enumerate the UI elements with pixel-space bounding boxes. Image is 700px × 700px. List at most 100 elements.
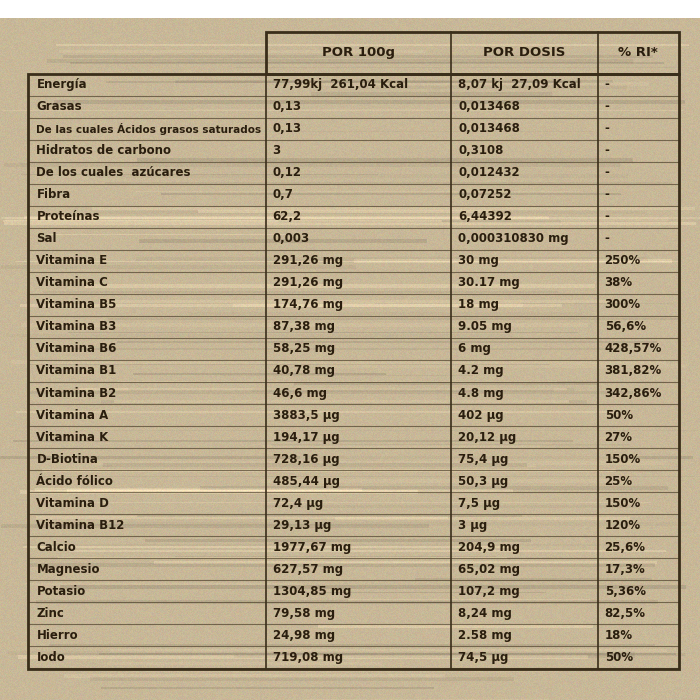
Text: Vitamina B1: Vitamina B1	[36, 365, 117, 377]
Text: Zinc: Zinc	[36, 607, 64, 620]
Text: 342,86%: 342,86%	[605, 386, 662, 400]
Text: Ácido fólico: Ácido fólico	[36, 475, 113, 488]
Text: 627,57 mg: 627,57 mg	[272, 563, 343, 576]
Text: 8,24 mg: 8,24 mg	[458, 607, 512, 620]
Text: 485,44 µg: 485,44 µg	[272, 475, 340, 488]
Text: 150%: 150%	[605, 453, 641, 466]
Text: Vitamina E: Vitamina E	[36, 254, 108, 267]
Text: 381,82%: 381,82%	[605, 365, 662, 377]
Text: 291,26 mg: 291,26 mg	[272, 276, 343, 289]
Text: 17,3%: 17,3%	[605, 563, 645, 576]
Text: 6 mg: 6 mg	[458, 342, 491, 356]
Text: 0,7: 0,7	[272, 188, 293, 201]
Text: Fibra: Fibra	[36, 188, 71, 201]
Text: 50%: 50%	[605, 409, 633, 421]
Text: -: -	[605, 144, 610, 157]
Text: 0,13: 0,13	[272, 122, 302, 135]
Text: 50,3 µg: 50,3 µg	[458, 475, 508, 488]
Text: 82,5%: 82,5%	[605, 607, 645, 620]
Text: Energía: Energía	[36, 78, 87, 91]
Text: 3 µg: 3 µg	[458, 519, 487, 532]
Text: 29,13 µg: 29,13 µg	[272, 519, 331, 532]
Text: 0,012432: 0,012432	[458, 166, 520, 179]
Text: -: -	[605, 166, 610, 179]
Text: 2.58 mg: 2.58 mg	[458, 629, 512, 642]
Text: 8,07 kj  27,09 Kcal: 8,07 kj 27,09 Kcal	[458, 78, 581, 91]
Text: De las cuales Ácidos grasos saturados: De las cuales Ácidos grasos saturados	[36, 122, 262, 134]
Text: Hidratos de carbono: Hidratos de carbono	[36, 144, 172, 157]
Text: 194,17 µg: 194,17 µg	[272, 430, 340, 444]
Text: 65,02 mg: 65,02 mg	[458, 563, 520, 576]
Text: Vitamina B5: Vitamina B5	[36, 298, 117, 312]
Text: 4.8 mg: 4.8 mg	[458, 386, 504, 400]
Text: Vitamina K: Vitamina K	[36, 430, 108, 444]
Text: 0,12: 0,12	[272, 166, 302, 179]
Text: 0,013468: 0,013468	[458, 100, 520, 113]
Bar	[28, 74, 679, 668]
Text: -: -	[605, 122, 610, 135]
Text: -: -	[605, 188, 610, 201]
Text: 79,58 mg: 79,58 mg	[272, 607, 335, 620]
Text: Potasio: Potasio	[36, 585, 85, 598]
Text: Iodo: Iodo	[36, 651, 65, 664]
Text: -: -	[605, 232, 610, 245]
Text: 56,6%: 56,6%	[605, 321, 645, 333]
Text: 291,26 mg: 291,26 mg	[272, 254, 343, 267]
Bar	[265, 32, 679, 74]
Text: 40,78 mg: 40,78 mg	[272, 365, 335, 377]
Text: 0,13: 0,13	[272, 100, 302, 113]
Text: 3883,5 µg: 3883,5 µg	[272, 409, 340, 421]
Text: 4.2 mg: 4.2 mg	[458, 365, 504, 377]
Text: 25%: 25%	[605, 475, 633, 488]
Text: Vitamina B2: Vitamina B2	[36, 386, 117, 400]
Text: 20,12 µg: 20,12 µg	[458, 430, 517, 444]
Text: 204,9 mg: 204,9 mg	[458, 541, 520, 554]
Text: Vitamina C: Vitamina C	[36, 276, 108, 289]
Text: Proteínas: Proteínas	[36, 210, 100, 223]
Text: 74,5 µg: 74,5 µg	[458, 651, 508, 664]
Text: 728,16 µg: 728,16 µg	[272, 453, 340, 466]
Text: 72,4 µg: 72,4 µg	[272, 497, 323, 510]
Text: POR DOSIS: POR DOSIS	[483, 46, 566, 59]
Text: D-Biotina: D-Biotina	[36, 453, 98, 466]
Text: Grasas: Grasas	[36, 100, 82, 113]
Text: -: -	[605, 100, 610, 113]
Text: Vitamina B6: Vitamina B6	[36, 342, 117, 356]
Text: 62,2: 62,2	[272, 210, 302, 223]
Text: Sal: Sal	[36, 232, 57, 245]
Text: 6,44392: 6,44392	[458, 210, 512, 223]
Text: 9.05 mg: 9.05 mg	[458, 321, 512, 333]
Text: 5,36%: 5,36%	[605, 585, 645, 598]
Text: 150%: 150%	[605, 497, 641, 510]
Text: 58,25 mg: 58,25 mg	[272, 342, 335, 356]
Text: 174,76 mg: 174,76 mg	[272, 298, 343, 312]
Text: 24,98 mg: 24,98 mg	[272, 629, 335, 642]
Text: 3: 3	[272, 144, 281, 157]
Text: Vitamina B12: Vitamina B12	[36, 519, 125, 532]
Text: 428,57%: 428,57%	[605, 342, 662, 356]
Text: 87,38 mg: 87,38 mg	[272, 321, 335, 333]
Text: De los cuales  azúcares: De los cuales azúcares	[36, 166, 191, 179]
Text: Vitamina D: Vitamina D	[36, 497, 109, 510]
Text: Magnesio: Magnesio	[36, 563, 100, 576]
Text: 18%: 18%	[605, 629, 633, 642]
Text: POR 100g: POR 100g	[322, 46, 395, 59]
Text: 0,003: 0,003	[272, 232, 309, 245]
Text: 27%: 27%	[605, 430, 633, 444]
Text: % RI*: % RI*	[618, 46, 658, 59]
Text: 7,5 µg: 7,5 µg	[458, 497, 500, 510]
Text: 1977,67 mg: 1977,67 mg	[272, 541, 351, 554]
Text: 38%: 38%	[605, 276, 633, 289]
Text: 25,6%: 25,6%	[605, 541, 645, 554]
Text: 250%: 250%	[605, 254, 641, 267]
Text: 1304,85 mg: 1304,85 mg	[272, 585, 351, 598]
Text: 46,6 mg: 46,6 mg	[272, 386, 327, 400]
Text: 300%: 300%	[605, 298, 640, 312]
Text: 75,4 µg: 75,4 µg	[458, 453, 508, 466]
Text: Calcio: Calcio	[36, 541, 76, 554]
Text: 77,99kj  261,04 Kcal: 77,99kj 261,04 Kcal	[272, 78, 407, 91]
Text: Vitamina B3: Vitamina B3	[36, 321, 117, 333]
Text: 50%: 50%	[605, 651, 633, 664]
Text: Vitamina A: Vitamina A	[36, 409, 108, 421]
Text: -: -	[605, 78, 610, 91]
